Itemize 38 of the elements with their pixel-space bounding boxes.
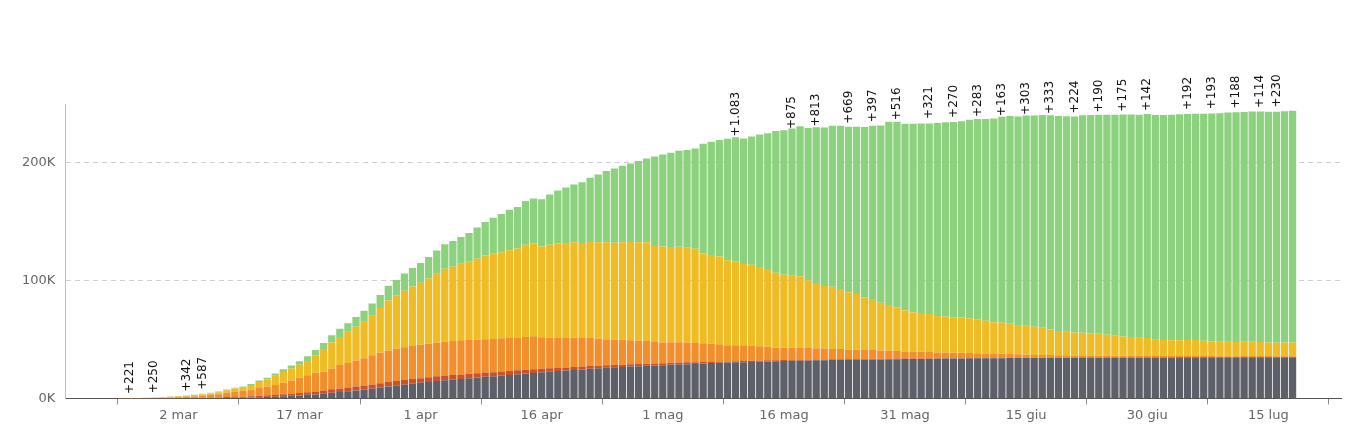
annotation: +875 xyxy=(784,96,799,129)
annotation: +224 xyxy=(1066,80,1081,114)
annotation: +1.083 xyxy=(727,91,742,137)
annotation: +114 xyxy=(1252,74,1267,108)
annotation: +193 xyxy=(1203,76,1218,110)
x-tick-label: 2 mar xyxy=(159,406,199,422)
x-tick-label: 1 apr xyxy=(403,406,439,422)
x-tick-label: 15 giu xyxy=(1005,406,1047,422)
annotation: +175 xyxy=(1115,78,1130,112)
x-tick-label: 16 mag xyxy=(759,406,809,422)
annotation: +190 xyxy=(1090,79,1105,113)
annotation: +587 xyxy=(194,356,209,390)
annotation: +303 xyxy=(1018,81,1033,115)
annotation: +333 xyxy=(1042,80,1057,114)
annotation: +142 xyxy=(1139,78,1154,112)
annotation: +230 xyxy=(1268,74,1283,108)
x-tick-label: 15 lug xyxy=(1247,406,1289,422)
annotation: +250 xyxy=(146,360,161,394)
x-tick-label: 1 mag xyxy=(642,406,684,422)
x-tick-label: 30 giu xyxy=(1126,406,1168,422)
annotation: +397 xyxy=(864,89,879,123)
y-tick-label: 200K xyxy=(21,154,56,170)
annotation: +321 xyxy=(921,86,936,120)
annotation: +813 xyxy=(808,93,823,127)
annotation: +221 xyxy=(122,361,137,395)
annotation: +516 xyxy=(889,87,904,121)
annotation: +342 xyxy=(178,358,193,392)
annotation: +270 xyxy=(945,84,960,118)
x-tick-label: 17 mar xyxy=(276,406,324,422)
x-tick-label: 16 apr xyxy=(520,406,564,422)
annotation: +163 xyxy=(994,83,1009,117)
annotation: +283 xyxy=(969,83,984,117)
y-tick-label: 0K xyxy=(38,389,56,405)
annotation: +669 xyxy=(840,90,855,124)
annotation: +192 xyxy=(1179,76,1194,110)
y-tick-label: 100K xyxy=(21,272,56,288)
annotation: +188 xyxy=(1228,75,1243,109)
x-tick-label: 31 mag xyxy=(880,406,930,422)
